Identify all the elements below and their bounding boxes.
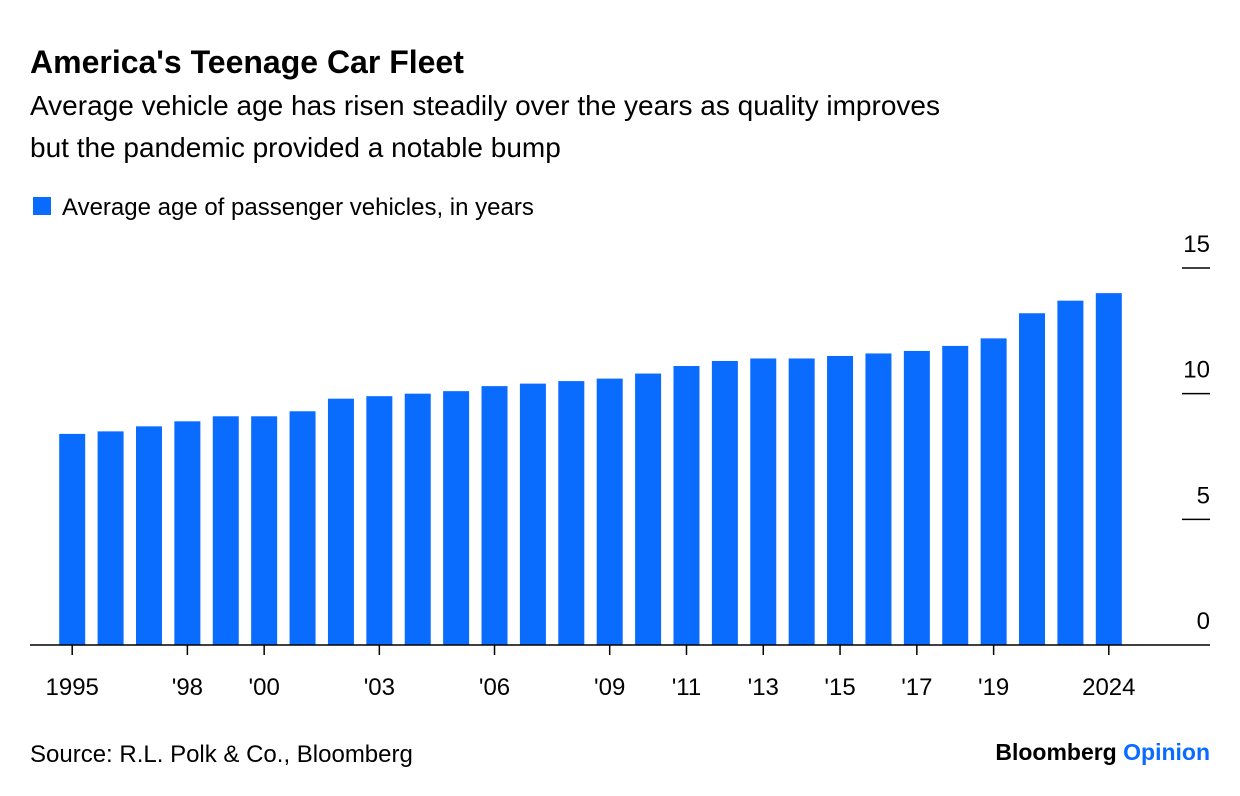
- legend-label: Average age of passenger vehicles, in ye…: [62, 194, 534, 221]
- bar: [1057, 300, 1084, 645]
- bar: [711, 360, 738, 645]
- y-tick-label: 0: [1197, 608, 1210, 635]
- bar: [865, 353, 892, 645]
- bar: [289, 411, 316, 645]
- chart-subtitle: Average vehicle age has risen steadily o…: [30, 90, 940, 121]
- x-tick-label: '00: [249, 674, 280, 701]
- bar: [135, 426, 162, 645]
- bar: [481, 386, 508, 645]
- bar: [827, 355, 854, 645]
- brand: Bloomberg Opinion: [995, 739, 1210, 765]
- bar: [1095, 293, 1122, 645]
- bar: [519, 383, 546, 645]
- bar: [251, 416, 278, 645]
- bar: [980, 338, 1007, 645]
- bar: [443, 391, 470, 645]
- x-tick-label: '09: [594, 674, 625, 701]
- bar: [327, 398, 354, 645]
- bar: [59, 433, 86, 645]
- x-tick-label: '11: [672, 674, 702, 701]
- x-tick-label: '17: [901, 674, 932, 701]
- bar: [366, 396, 393, 645]
- bar: [750, 358, 777, 645]
- bar: [942, 345, 969, 645]
- bar: [635, 373, 662, 645]
- brand-bloomberg: Bloomberg: [995, 739, 1116, 765]
- bar: [558, 381, 585, 645]
- x-tick-label: '19: [978, 674, 1009, 701]
- source: Source: R.L. Polk & Co., Bloomberg: [30, 741, 413, 768]
- legend-swatch: [33, 197, 51, 215]
- bar: [97, 431, 124, 645]
- x-tick-label: 1995: [46, 674, 99, 701]
- y-tick-label: 10: [1183, 357, 1210, 384]
- x-tick-label: '15: [824, 674, 855, 701]
- bar: [673, 366, 700, 645]
- bar: [404, 393, 431, 645]
- bar: [174, 421, 201, 645]
- y-tick-label: 5: [1197, 482, 1210, 509]
- bar: [596, 378, 623, 645]
- bar: [212, 416, 239, 645]
- x-tick-label: '03: [364, 674, 395, 701]
- chart-title: America's Teenage Car Fleet: [30, 44, 464, 80]
- x-tick-label: '13: [748, 674, 779, 701]
- bar: [788, 358, 815, 645]
- x-tick-label: '98: [172, 674, 203, 701]
- bar: [1019, 313, 1046, 645]
- chart-subtitle: but the pandemic provided a notable bump: [30, 132, 561, 163]
- bar: [903, 350, 930, 645]
- y-tick-label: 15: [1183, 231, 1210, 258]
- brand-opinion: Opinion: [1123, 739, 1210, 765]
- x-tick-label: 2024: [1082, 674, 1135, 701]
- x-tick-label: '06: [479, 674, 510, 701]
